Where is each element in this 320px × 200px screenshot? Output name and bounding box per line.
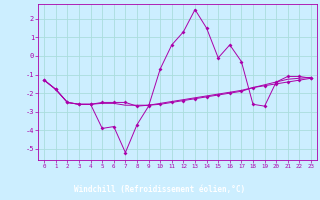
Text: Windchill (Refroidissement éolien,°C): Windchill (Refroidissement éolien,°C): [75, 185, 245, 194]
